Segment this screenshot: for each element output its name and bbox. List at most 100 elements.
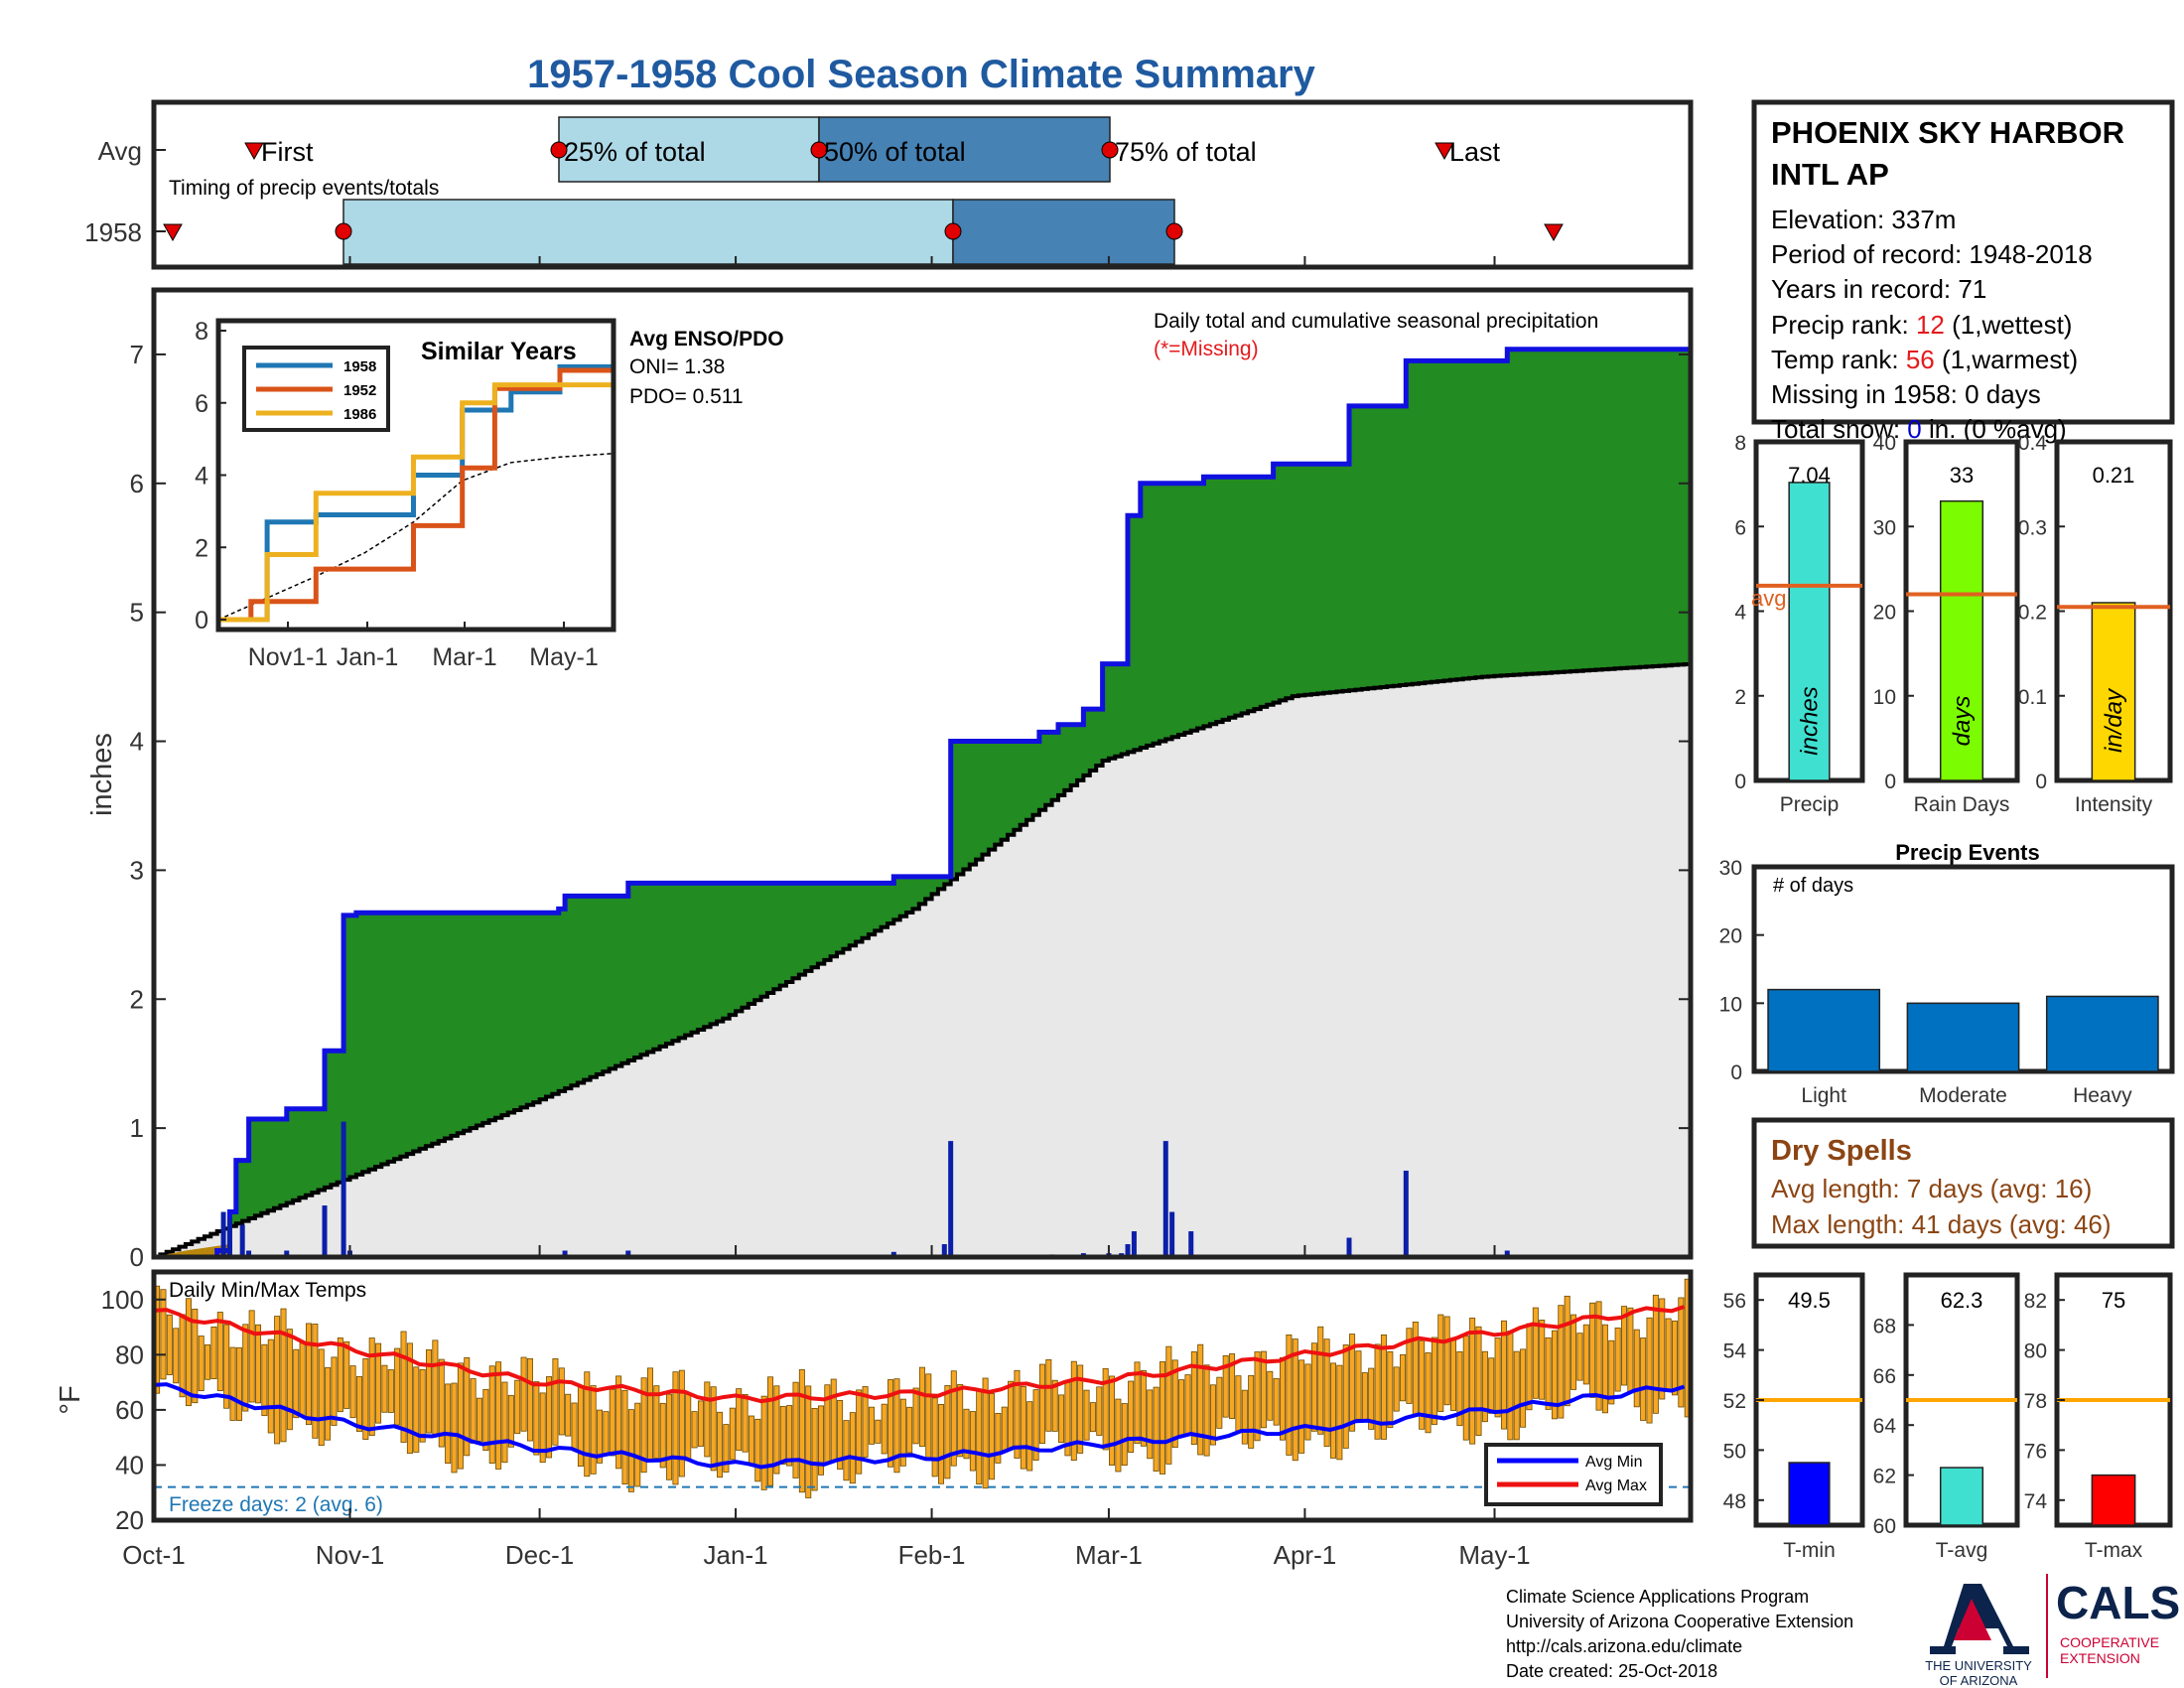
legend-label-1952: 1952	[343, 382, 376, 399]
temp-range-bar	[603, 1411, 610, 1455]
temp-range-bar	[413, 1366, 420, 1453]
temp-range-bar	[950, 1370, 957, 1467]
legend-label-1986: 1986	[343, 406, 376, 423]
temp-range-bar	[786, 1405, 793, 1467]
events-bar-light	[1767, 988, 1881, 1072]
temp-range-bar	[368, 1337, 375, 1437]
temp-range-bar	[1545, 1336, 1552, 1410]
daily-precip-bar-4	[284, 1250, 290, 1257]
avg-50-marker	[810, 141, 828, 159]
main-y-ticks: 0 1 2 3 4 5 6 7	[130, 340, 1691, 1272]
temp-range-bar	[862, 1386, 869, 1458]
cumulative-avg-area	[154, 663, 1691, 1257]
overlap-area	[154, 1244, 230, 1257]
timing-label-last: Last	[1449, 137, 1501, 167]
temp-range-bar	[1254, 1351, 1261, 1442]
temp-range-bar	[1671, 1320, 1678, 1396]
events-ytick-label: 20	[1719, 925, 1742, 948]
tbar-ytick-label: 66	[1873, 1365, 1896, 1388]
tbar-ytick-label: 62	[1873, 1466, 1896, 1488]
main-ytick-label: 2	[130, 984, 144, 1014]
1958-25-marker	[335, 222, 352, 240]
temp-range-bar	[394, 1347, 401, 1426]
cals-logo-text: CALS	[2056, 1577, 2180, 1628]
temp-legend-box	[1484, 1443, 1663, 1506]
temp-range-bar	[312, 1324, 319, 1439]
temp-range-bar	[235, 1346, 242, 1421]
temp-range-bar	[717, 1411, 724, 1478]
mini-ytick-label: 4	[1734, 602, 1746, 625]
avg-first-marker	[244, 142, 264, 161]
temp-range-bar	[400, 1331, 407, 1443]
temp-range-bar	[856, 1389, 863, 1475]
daily-precip-bar-9	[625, 1250, 631, 1257]
temp-summary-bars: 48 50 52 54 56 49.5 T-min 60 62 64 66 68 62.3 T-avg 74…	[1723, 1272, 2173, 1562]
footer-date: Date created: 25-Oct-2018	[1506, 1661, 1717, 1681]
daily-precip-bar-21	[1188, 1231, 1194, 1257]
mini-ytick-label: 20	[1873, 602, 1896, 625]
tbar-value-tmin: 49.5	[1788, 1288, 1831, 1313]
timing-label-75: 75% of total	[1115, 137, 1257, 167]
temp-range-bar	[349, 1365, 356, 1419]
inset-ytick-label: 8	[195, 318, 208, 346]
temp-range-bar	[1001, 1406, 1008, 1451]
temp-range-bar	[1286, 1334, 1293, 1456]
mini-bar-intensity	[2091, 602, 2136, 781]
timing-row-1958: 1958	[84, 217, 142, 247]
temp-range-bar	[754, 1418, 761, 1482]
tbar-ytick-label: 52	[1723, 1390, 1746, 1413]
temp-range-bar	[299, 1342, 306, 1416]
temp-range-bar	[1128, 1380, 1135, 1454]
temp-ytick-label: 40	[115, 1450, 144, 1479]
temp-range-bar	[1032, 1389, 1039, 1461]
temp-range-bar	[817, 1405, 824, 1476]
temp-range-bar	[931, 1397, 938, 1477]
station-frame	[1751, 99, 2175, 425]
temp-range-bar	[1153, 1386, 1160, 1472]
dry-spells-title: Dry Spells	[1771, 1135, 1912, 1167]
footer-line1: Climate Science Applications Program	[1506, 1587, 1809, 1607]
temp-ytick-label: 60	[115, 1395, 144, 1425]
temp-range-bar	[419, 1368, 426, 1443]
mini-avg-label: avg	[1751, 586, 1786, 611]
tbar-ytick-label: 60	[1873, 1515, 1896, 1538]
station-period: Period of record: 1948-2018	[1771, 239, 2093, 269]
temp-range-bar	[565, 1393, 572, 1437]
temp-range-bar	[501, 1381, 508, 1464]
temp-range-bar	[1425, 1352, 1432, 1434]
temp-range-bar	[1652, 1294, 1659, 1414]
temp-range-bar	[1387, 1350, 1394, 1429]
mini-ytick-label: 0	[1884, 771, 1896, 793]
temp-range-bar	[248, 1310, 255, 1403]
temp-plot-marks	[153, 1278, 1691, 1498]
inset-line-1958	[218, 363, 614, 623]
temp-range-bar	[760, 1395, 767, 1490]
temp-range-bar	[488, 1365, 495, 1465]
temp-range-bar	[261, 1343, 268, 1417]
temp-range-bar	[1469, 1318, 1476, 1445]
temp-xtick-label: Apr-1	[1274, 1540, 1337, 1570]
temp-range-bar	[779, 1406, 786, 1465]
events-ytick-label: 10	[1719, 993, 1742, 1016]
temp-range-bar	[464, 1357, 471, 1457]
temp-range-bar	[1045, 1358, 1052, 1432]
temp-range-bar	[343, 1340, 350, 1409]
temp-range-bar	[1431, 1336, 1437, 1425]
1958-last-marker	[1544, 223, 1564, 242]
temp-ytick-label: 100	[101, 1285, 144, 1315]
temp-range-bar	[685, 1393, 692, 1462]
temp-range-bar	[1184, 1374, 1191, 1436]
temp-range-bar	[495, 1361, 502, 1470]
enso-title: Avg ENSO/PDO	[629, 328, 784, 351]
temp-range-bar	[925, 1373, 932, 1462]
pdo-value: PDO= 0.511	[629, 385, 744, 408]
temp-range-bar	[1361, 1372, 1368, 1420]
temp-range-bar	[216, 1312, 223, 1392]
1958-75-marker	[1165, 222, 1183, 240]
temp-range-bar	[457, 1362, 464, 1470]
temp-range-bar	[672, 1371, 679, 1485]
mini-summary-bars: 0 2 4 6 8 7.04 Precip inches avg 0 10 20 30 40 33 Rain …	[1734, 432, 2173, 816]
temp-range-bar	[742, 1393, 749, 1453]
temp-range-bar	[1051, 1379, 1058, 1432]
